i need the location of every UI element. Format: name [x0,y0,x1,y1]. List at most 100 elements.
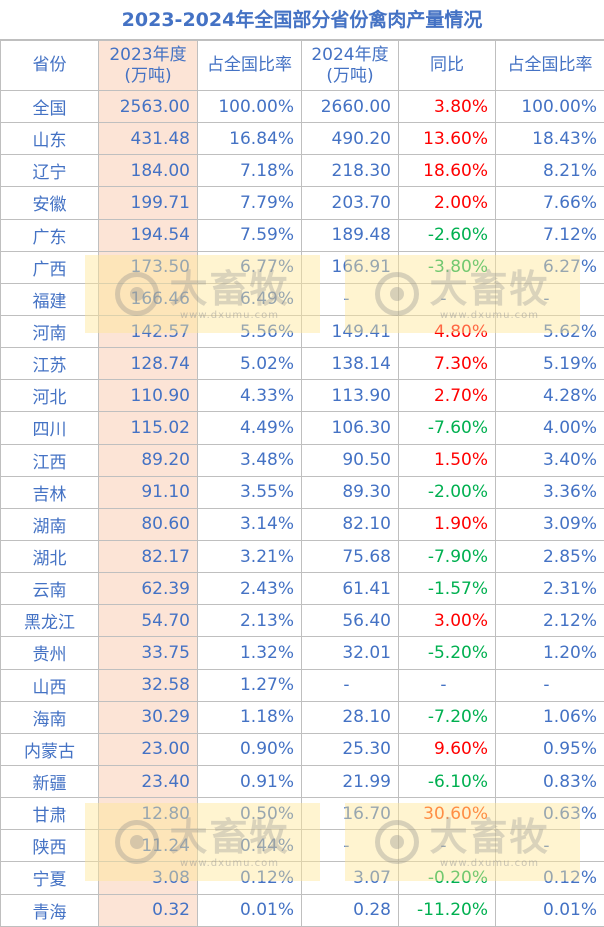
header-province: 省份 [1,41,99,91]
cell-2024: - [302,830,399,862]
cell-2023: 184.00 [99,155,198,187]
cell-2023: 89.20 [99,444,198,476]
cell-2023: 80.60 [99,508,198,540]
cell-yoy: 3.80% [399,91,496,123]
cell-share-2024: 2.85% [496,540,604,572]
cell-yoy: 2.70% [399,380,496,412]
cell-province: 青海 [1,894,99,926]
cell-2024: 82.10 [302,508,399,540]
cell-2023: 166.46 [99,283,198,315]
cell-province: 内蒙古 [1,733,99,765]
poultry-production-table: 省份 2023年度 (万吨) 占全国比率 2024年度 (万吨) 同比 占全国比… [0,40,604,927]
cell-share-2024: - [496,830,604,862]
header-row: 省份 2023年度 (万吨) 占全国比率 2024年度 (万吨) 同比 占全国比… [1,41,604,91]
cell-province: 河北 [1,380,99,412]
cell-2023: 194.54 [99,219,198,251]
cell-yoy: -6.10% [399,765,496,797]
cell-province: 江西 [1,444,99,476]
cell-province: 广东 [1,219,99,251]
cell-share-2023: 2.13% [198,605,302,637]
cell-2023: 30.29 [99,701,198,733]
cell-province: 海南 [1,701,99,733]
header-2024-unit: (万吨) [302,66,398,87]
cell-province: 山西 [1,669,99,701]
cell-yoy: -7.60% [399,412,496,444]
cell-share-2024: 0.01% [496,894,604,926]
cell-2024: 218.30 [302,155,399,187]
cell-2023: 115.02 [99,412,198,444]
cell-province: 山东 [1,123,99,155]
cell-yoy: 30.60% [399,798,496,830]
cell-2024: 138.14 [302,348,399,380]
cell-share-2023: 3.48% [198,444,302,476]
cell-province: 湖南 [1,508,99,540]
header-yoy: 同比 [399,41,496,91]
cell-yoy: 1.90% [399,508,496,540]
cell-share-2024: 7.12% [496,219,604,251]
cell-yoy: -3.80% [399,251,496,283]
cell-2023: 23.40 [99,765,198,797]
cell-2024: 32.01 [302,637,399,669]
cell-province: 宁夏 [1,862,99,894]
cell-2023: 82.17 [99,540,198,572]
cell-yoy: 9.60% [399,733,496,765]
cell-yoy: 13.60% [399,123,496,155]
cell-share-2024: 2.31% [496,573,604,605]
cell-2024: 89.30 [302,476,399,508]
header-2023-label: 2023年度 [99,45,197,66]
cell-2024: 490.20 [302,123,399,155]
cell-yoy: 1.50% [399,444,496,476]
header-2024-label: 2024年度 [302,45,398,66]
cell-yoy: -7.90% [399,540,496,572]
header-2024: 2024年度 (万吨) [302,41,399,91]
cell-share-2023: 0.91% [198,765,302,797]
cell-province: 安徽 [1,187,99,219]
cell-2024: - [302,283,399,315]
cell-share-2023: 0.12% [198,862,302,894]
cell-province: 甘肃 [1,798,99,830]
cell-yoy: 2.00% [399,187,496,219]
cell-2023: 54.70 [99,605,198,637]
cell-province: 江苏 [1,348,99,380]
cell-2024: 106.30 [302,412,399,444]
cell-province: 全国 [1,91,99,123]
header-2023-unit: (万吨) [99,66,197,87]
cell-province: 四川 [1,412,99,444]
cell-share-2023: 4.33% [198,380,302,412]
cell-2023: 3.08 [99,862,198,894]
cell-share-2023: 1.32% [198,637,302,669]
cell-share-2023: 0.50% [198,798,302,830]
cell-share-2023: 3.21% [198,540,302,572]
cell-share-2024: 7.66% [496,187,604,219]
cell-2023: 33.75 [99,637,198,669]
cell-2024: 2660.00 [302,91,399,123]
cell-2024: 189.48 [302,219,399,251]
cell-2024: 28.10 [302,701,399,733]
header-2023: 2023年度 (万吨) [99,41,198,91]
cell-2023: 128.74 [99,348,198,380]
cell-2023: 23.00 [99,733,198,765]
cell-share-2024: 100.00% [496,91,604,123]
cell-province: 新疆 [1,765,99,797]
cell-2024: 90.50 [302,444,399,476]
cell-share-2023: 6.77% [198,251,302,283]
cell-yoy: -5.20% [399,637,496,669]
cell-2023: 91.10 [99,476,198,508]
cell-share-2024: - [496,669,604,701]
cell-2023: 62.39 [99,573,198,605]
cell-share-2024: 4.00% [496,412,604,444]
